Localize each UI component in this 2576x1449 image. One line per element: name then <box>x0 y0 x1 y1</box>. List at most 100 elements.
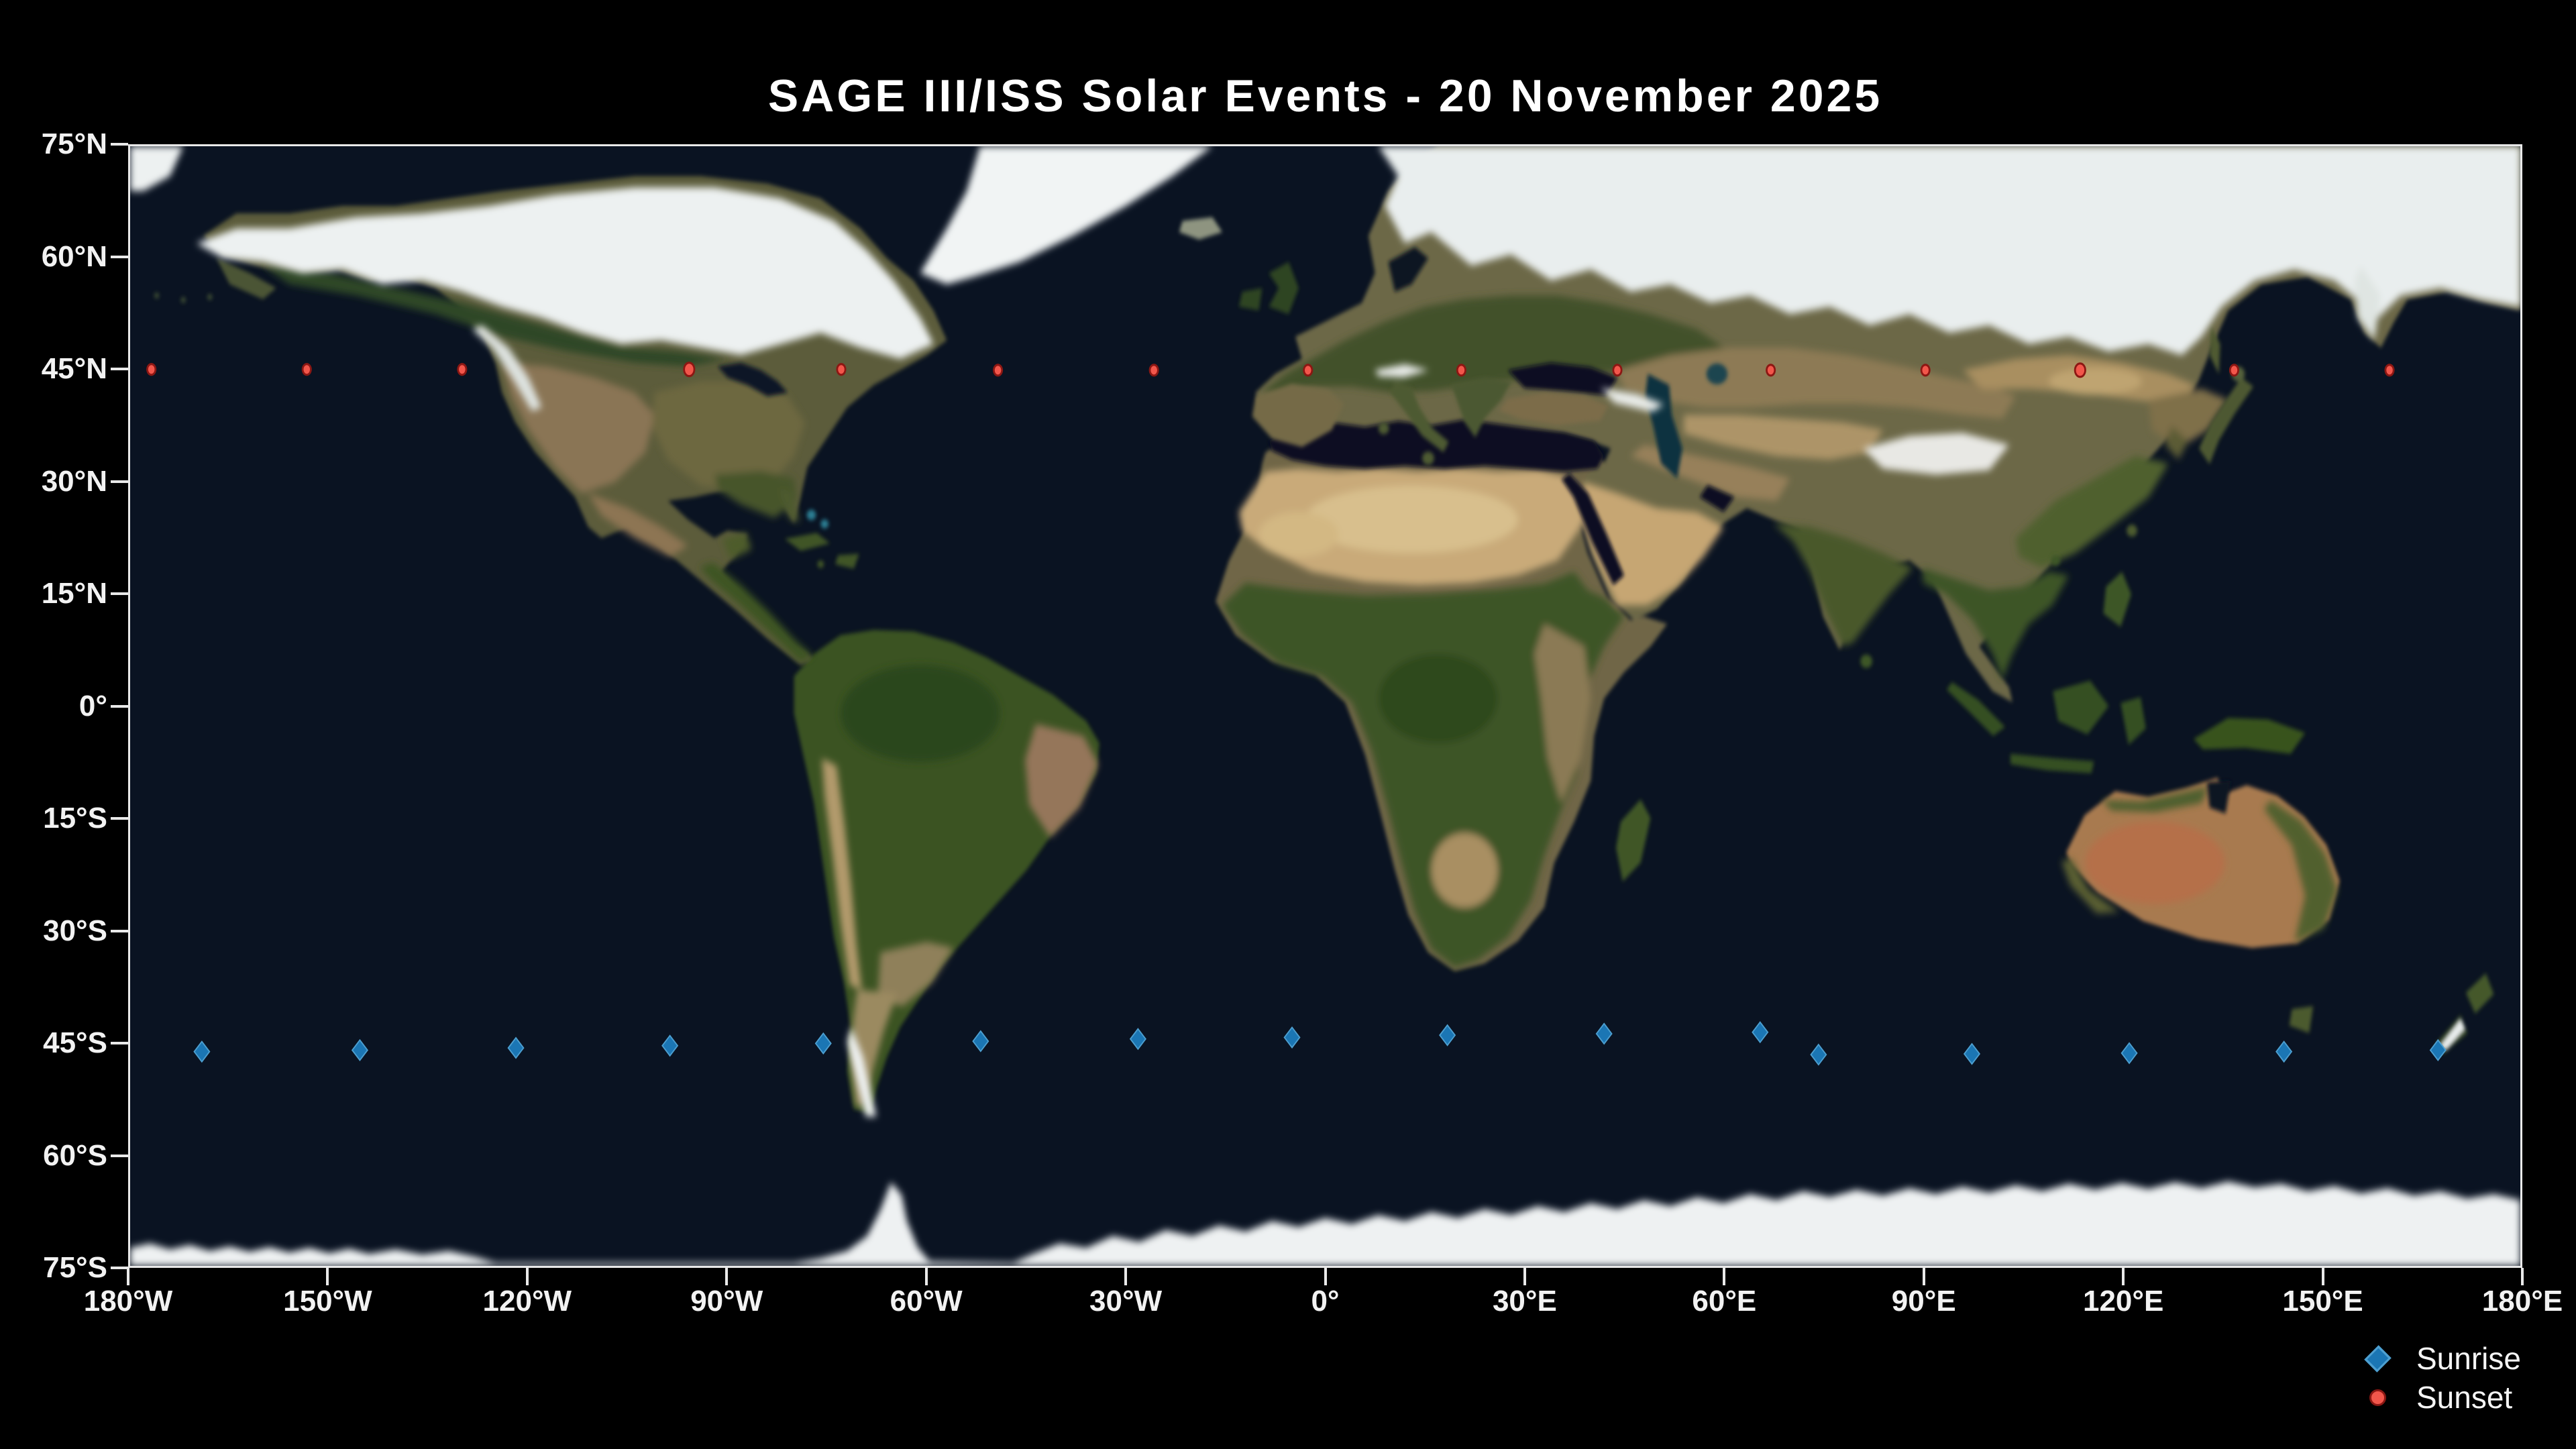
sumatra <box>1946 682 2005 737</box>
x-tick-label: 60°W <box>890 1285 963 1318</box>
x-tick-mark <box>1922 1268 1925 1285</box>
subsaharan-africa <box>1222 572 1624 967</box>
italy <box>1390 381 1449 453</box>
chart-title: SAGE III/ISS Solar Events - 20 November … <box>767 70 1883 121</box>
world-map-svg <box>130 146 2520 1266</box>
y-tick-mark <box>111 143 128 146</box>
taiwan <box>2127 525 2137 537</box>
x-tick-label: 0° <box>1311 1285 1340 1318</box>
x-tick-mark <box>2122 1268 2125 1285</box>
sunset-marker <box>301 363 312 376</box>
sunrise-marker <box>193 1040 211 1063</box>
x-tick-label: 180°W <box>83 1285 173 1318</box>
aleutian-3 <box>207 294 213 301</box>
y-tick-label: 45°N <box>41 352 107 385</box>
legend: Sunrise Sunset <box>2356 1339 2521 1417</box>
iceland <box>1179 217 1223 240</box>
florida <box>779 486 800 523</box>
ne-brazil <box>1025 724 1099 838</box>
sunrise-marker <box>2121 1042 2138 1065</box>
sunset-marker <box>1148 364 1159 377</box>
y-tick-mark <box>111 255 128 258</box>
us-plains <box>651 381 805 490</box>
north-america-snow <box>196 187 934 360</box>
aleutian-1 <box>154 292 160 299</box>
manchuria <box>2148 388 2229 449</box>
sunset-marker <box>993 364 1004 377</box>
gobi <box>2049 368 2142 395</box>
caspian-sea <box>1645 374 1682 479</box>
x-tick-label: 30°E <box>1492 1285 1557 1318</box>
legend-item-sunset: Sunset <box>2356 1378 2521 1417</box>
yucatan <box>722 533 752 560</box>
bahamas-bank <box>806 509 816 521</box>
persian-gulf <box>1699 485 1735 513</box>
sardinia <box>1378 422 1389 435</box>
sulawesi <box>2121 697 2146 745</box>
mexico-interior <box>588 493 688 557</box>
solar-event-markers <box>146 362 2447 1066</box>
central-america <box>700 562 813 663</box>
south-andes-snow <box>847 1026 877 1117</box>
congo-forest <box>1378 653 1498 744</box>
greenland-ice <box>920 146 1213 284</box>
y-tick-mark <box>111 929 128 932</box>
new-guinea <box>2194 718 2306 754</box>
ireland <box>1238 288 1263 311</box>
east-africa-highland <box>1534 624 1591 804</box>
australia-sw-green <box>2061 858 2120 914</box>
y-tick-label: 0° <box>78 689 107 722</box>
sunset-marker <box>2074 362 2086 378</box>
x-tick-mark <box>127 1268 129 1285</box>
sunset-marker <box>1456 364 1466 377</box>
aleutian-2 <box>180 297 186 303</box>
sunrise-marker <box>814 1032 832 1055</box>
sunrise-marker <box>2429 1038 2447 1062</box>
south-china <box>2015 455 2169 568</box>
sunrise-marker <box>1595 1022 1613 1045</box>
y-tick-mark <box>111 704 128 708</box>
us-west-desert <box>502 362 655 494</box>
sri-lanka <box>1860 654 1873 668</box>
y-tick-label: 75°S <box>43 1251 107 1284</box>
pampas <box>877 942 954 1006</box>
x-tick-label: 90°E <box>1891 1285 1956 1318</box>
y-tick-mark <box>111 1154 128 1157</box>
southern-alps-snow <box>2440 1019 2465 1050</box>
sunrise-diamond-icon <box>2356 1344 2399 1373</box>
madagascar <box>1615 799 1651 881</box>
us-southeast <box>714 471 797 519</box>
x-tick-mark <box>2521 1268 2524 1285</box>
uk <box>1269 262 1299 315</box>
aral-sea <box>1706 363 1728 384</box>
hainan <box>2051 555 2061 566</box>
kalahari <box>1431 833 1498 908</box>
balkans-greece <box>1451 377 1511 437</box>
world-map <box>128 144 2522 1268</box>
java <box>2010 753 2094 773</box>
outback <box>2085 821 2225 904</box>
new-zealand-north <box>2465 973 2494 1014</box>
x-tick-label: 30°W <box>1089 1285 1163 1318</box>
sunset-marker <box>1612 364 1623 377</box>
iberia <box>1252 383 1344 447</box>
tibet-himalaya-snow <box>1863 433 2009 475</box>
andes <box>822 758 862 990</box>
x-tick-mark <box>1723 1268 1726 1285</box>
sunrise-marker <box>351 1038 368 1062</box>
japan <box>2198 377 2254 464</box>
hispaniola <box>835 553 859 569</box>
sunrise-marker <box>1963 1042 1981 1065</box>
y-tick-mark <box>111 368 128 370</box>
antarctica <box>130 1181 2520 1266</box>
x-tick-mark <box>1324 1268 1327 1285</box>
sunset-marker <box>2229 364 2239 377</box>
australia-east-green <box>2263 800 2337 943</box>
y-tick-label: 60°S <box>43 1138 107 1172</box>
gulf-of-carpentaria <box>2206 780 2231 814</box>
legend-label-sunset: Sunset <box>2416 1380 2513 1415</box>
siberia-snow <box>1378 146 2520 356</box>
alps-snow <box>1375 364 1429 378</box>
sunrise-marker <box>661 1034 679 1057</box>
x-tick-label: 120°W <box>482 1285 572 1318</box>
